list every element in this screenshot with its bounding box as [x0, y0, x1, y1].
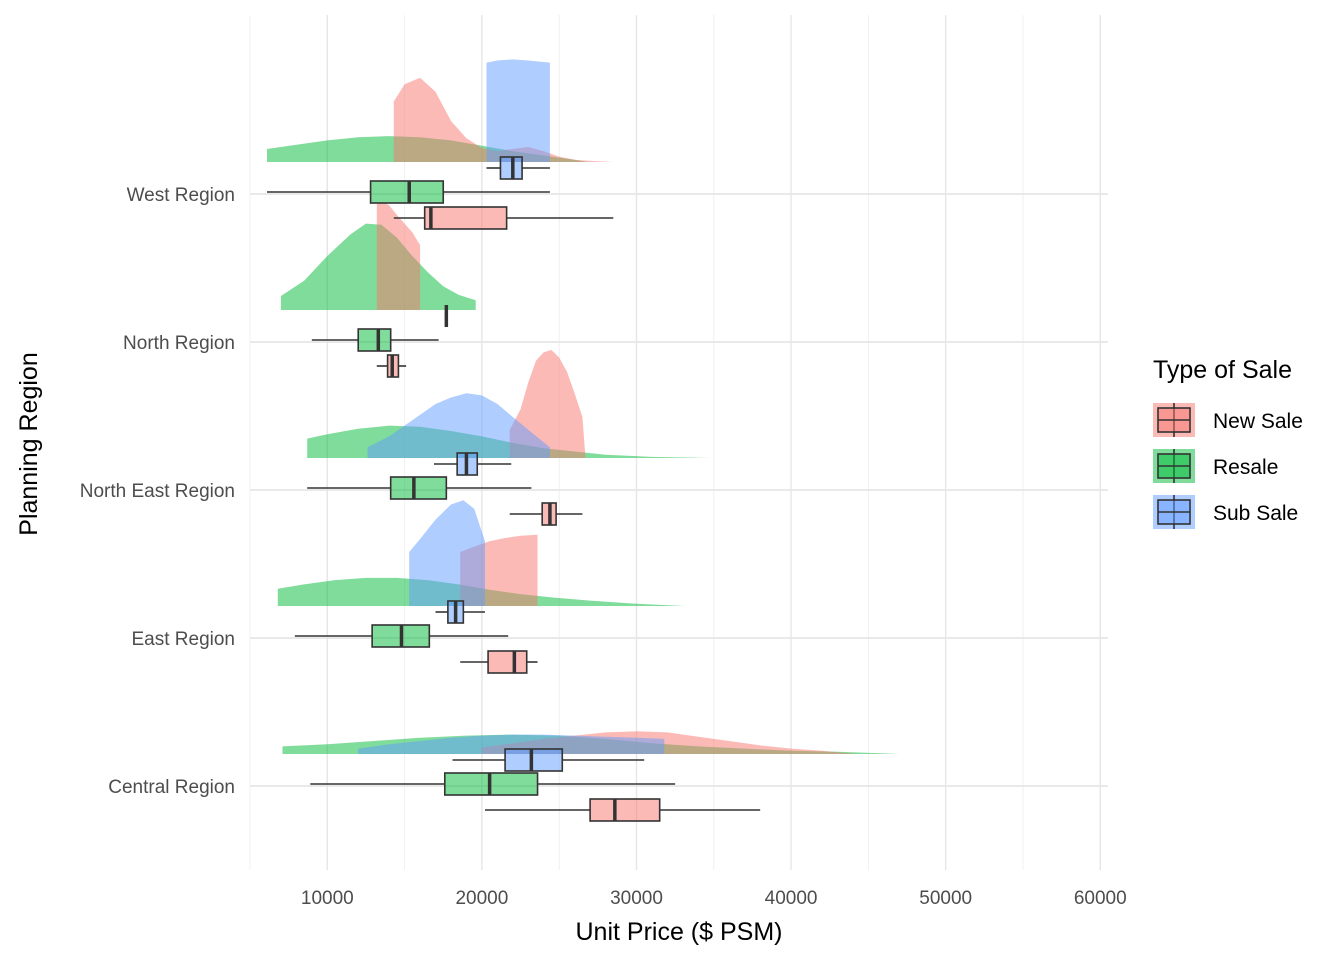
x-tick-label: 60000 — [1074, 888, 1127, 909]
legend-entry-new-sale: New Sale — [1153, 403, 1303, 437]
density-new-sale-west-region — [393, 77, 614, 162]
legend-title: Type of Sale — [1153, 356, 1292, 384]
boxplot-new-sale-north-east-region — [509, 502, 583, 526]
box — [589, 798, 661, 822]
legend-entry-resale: Resale — [1153, 449, 1278, 483]
legend-label: Resale — [1213, 456, 1278, 479]
boxplots — [267, 156, 761, 822]
boxplot-sub-sale-west-region — [486, 156, 550, 180]
boxplot-sub-sale-east-region — [435, 600, 485, 624]
legend: Type of Sale New Sale Resale Sub Sale — [1153, 356, 1303, 529]
boxplot-new-sale-central-region — [484, 798, 761, 822]
x-tick-label: 20000 — [455, 888, 508, 909]
x-tick-labels: 10000 20000 30000 40000 50000 60000 — [301, 888, 1127, 909]
density-new-sale-north-region — [376, 202, 421, 310]
y-tick-labels: West Region North Region North East Region… — [80, 185, 235, 798]
box — [423, 206, 508, 230]
x-tick-label: 40000 — [765, 888, 818, 909]
y-axis-title: Planning Region — [15, 352, 43, 535]
y-tick-label: Central Region — [108, 777, 235, 798]
y-tick-label: North Region — [123, 333, 235, 354]
boxplot-resale-north-region — [311, 328, 439, 352]
boxplot-sub-sale-central-region — [452, 748, 645, 772]
density-sub-sale-east-region — [409, 500, 485, 606]
density-sub-sale-central-region — [358, 734, 665, 754]
x-tick-label: 50000 — [919, 888, 972, 909]
grid-lines — [249, 15, 1108, 870]
boxplot-new-sale-west-region — [393, 206, 614, 230]
boxplot-resale-north-east-region — [307, 476, 532, 500]
x-tick-label: 30000 — [610, 888, 663, 909]
x-axis-title: Unit Price ($ PSM) — [576, 918, 783, 946]
x-tick-label: 10000 — [301, 888, 354, 909]
boxplot-new-sale-north-region — [376, 354, 407, 378]
boxplot-resale-east-region — [294, 624, 509, 648]
density-sub-sale-north-east-region — [367, 393, 550, 458]
legend-label: Sub Sale — [1213, 502, 1298, 525]
density-sub-sale-west-region — [486, 59, 550, 162]
box — [389, 476, 448, 500]
box — [487, 650, 528, 674]
box — [504, 748, 564, 772]
legend-label: New Sale — [1213, 410, 1303, 433]
y-tick-label: West Region — [127, 185, 235, 206]
boxplot-resale-central-region — [310, 772, 676, 796]
boxplot-resale-west-region — [267, 180, 550, 204]
boxplot-new-sale-east-region — [460, 650, 538, 674]
legend-entry-sub-sale: Sub Sale — [1153, 495, 1298, 529]
box — [357, 328, 392, 352]
box — [369, 180, 445, 204]
boxplot-sub-sale-north-east-region — [433, 452, 512, 476]
y-tick-label: North East Region — [80, 481, 235, 502]
y-tick-label: East Region — [131, 629, 235, 650]
density-clouds — [267, 59, 900, 754]
